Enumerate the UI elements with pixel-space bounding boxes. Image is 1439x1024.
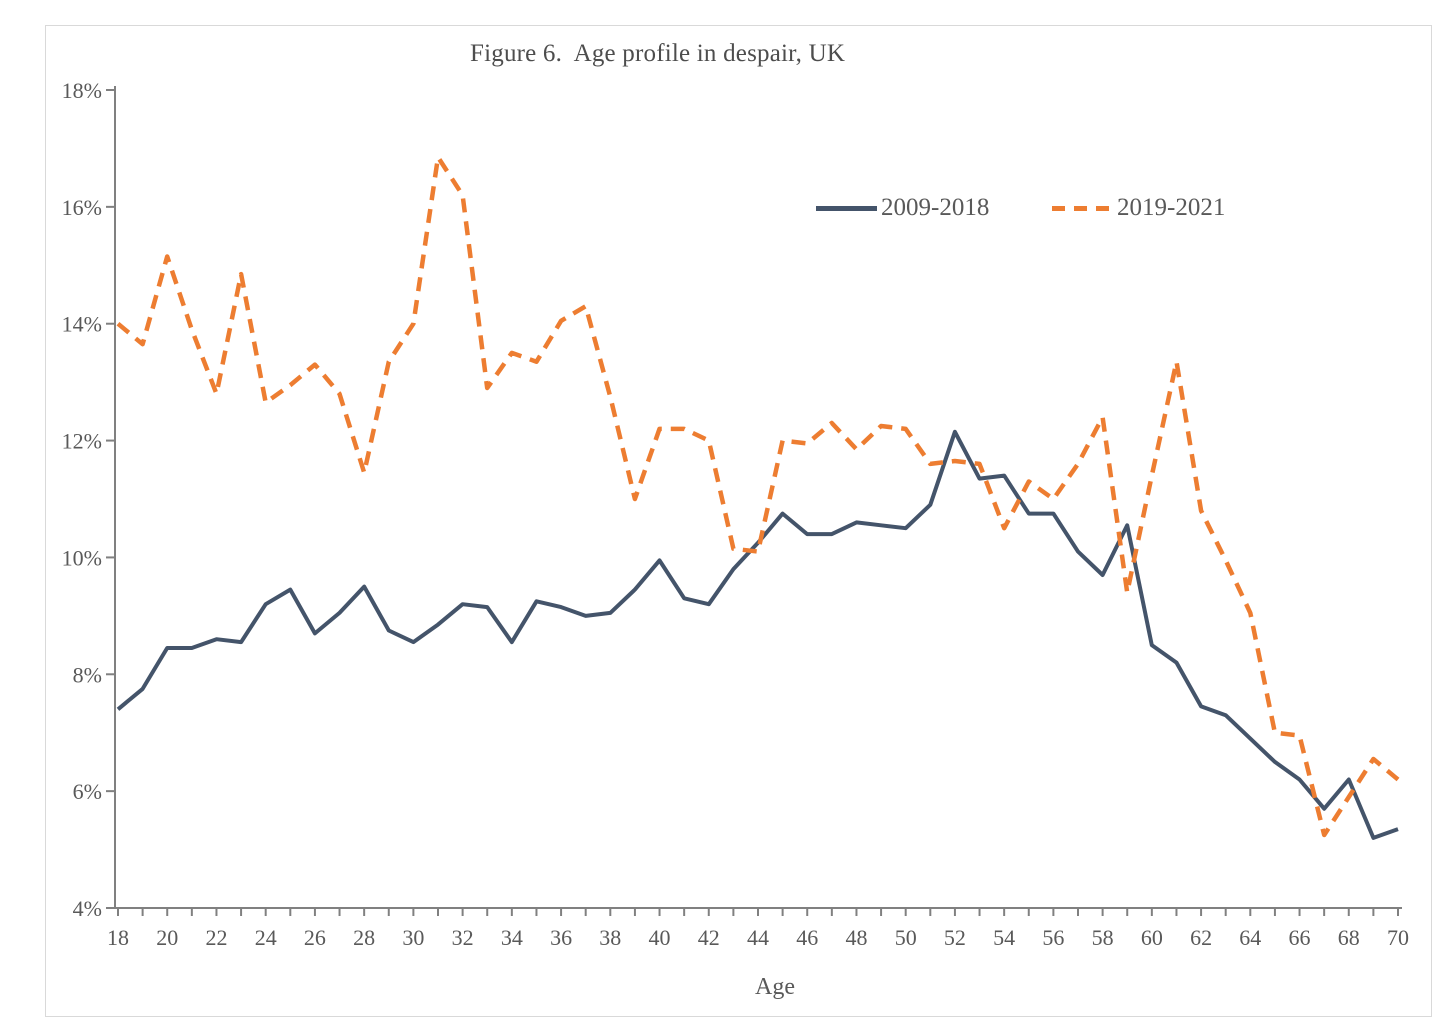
x-tick-label: 26 <box>304 925 326 950</box>
chart-series <box>116 154 1400 840</box>
x-tick-label: 38 <box>599 925 621 950</box>
x-tick-label: 60 <box>1141 925 1163 950</box>
x-tick-label: 34 <box>501 925 523 950</box>
y-tick-label: 4% <box>73 896 102 921</box>
x-tick-label: 42 <box>698 925 720 950</box>
x-tick-label: 70 <box>1387 925 1409 950</box>
legend-label: 2009-2018 <box>881 194 990 221</box>
x-tick-label: 32 <box>452 925 474 950</box>
y-tick-label: 16% <box>62 195 102 220</box>
x-tick-label: 18 <box>107 925 129 950</box>
x-tick-label: 48 <box>845 925 867 950</box>
x-tick-label: 36 <box>550 925 572 950</box>
x-axis: 18 20 22 24 26 28 30 32 34 36 38 40 42 44 46 48 50 52 54 56… <box>107 907 1409 950</box>
legend-item-2009-2018: 2009-2018 <box>816 195 989 221</box>
legend-item-2019-2021: 2019-2021 <box>1052 195 1225 221</box>
x-tick-label: 66 <box>1289 925 1311 950</box>
legend-swatch-dashed-line <box>1052 205 1113 211</box>
x-tick-label: 30 <box>402 925 424 950</box>
x-tick-label: 56 <box>1042 925 1064 950</box>
y-tick-label: 8% <box>73 662 102 687</box>
series-line-2009-2018 <box>116 429 1399 840</box>
x-tick-label: 62 <box>1190 925 1212 950</box>
x-tick-label: 20 <box>156 925 178 950</box>
y-tick-label: 10% <box>62 545 102 570</box>
x-tick-label: 28 <box>353 925 375 950</box>
series-line-2019-2021 <box>116 154 1400 838</box>
x-tick-label: 46 <box>796 925 818 950</box>
x-tick-label: 40 <box>649 925 671 950</box>
figure-frame <box>45 25 1432 1017</box>
y-tick-label: 6% <box>73 779 102 804</box>
y-tick-label: 18% <box>62 78 102 103</box>
x-tick-label: 44 <box>747 925 769 950</box>
legend-swatch-solid-line <box>816 205 877 211</box>
x-tick-label: 54 <box>993 925 1015 950</box>
x-tick-label: 58 <box>1092 925 1114 950</box>
y-axis: 4% 6% 8% 10% 12% 14% 16% 18% <box>62 78 116 921</box>
x-tick-label: 22 <box>205 925 227 950</box>
x-tick-label: 52 <box>944 925 966 950</box>
x-tick-label: 64 <box>1239 925 1261 950</box>
y-tick-label: 12% <box>62 429 102 454</box>
x-tick-label: 24 <box>255 925 277 950</box>
y-tick-label: 14% <box>62 312 102 337</box>
x-axis-title: Age <box>755 974 795 1000</box>
chart-title: Figure 6. Age profile in despair, UK <box>470 40 846 67</box>
legend-label: 2019-2021 <box>1117 194 1226 221</box>
x-tick-label: 50 <box>895 925 917 950</box>
x-tick-label: 68 <box>1338 925 1360 950</box>
